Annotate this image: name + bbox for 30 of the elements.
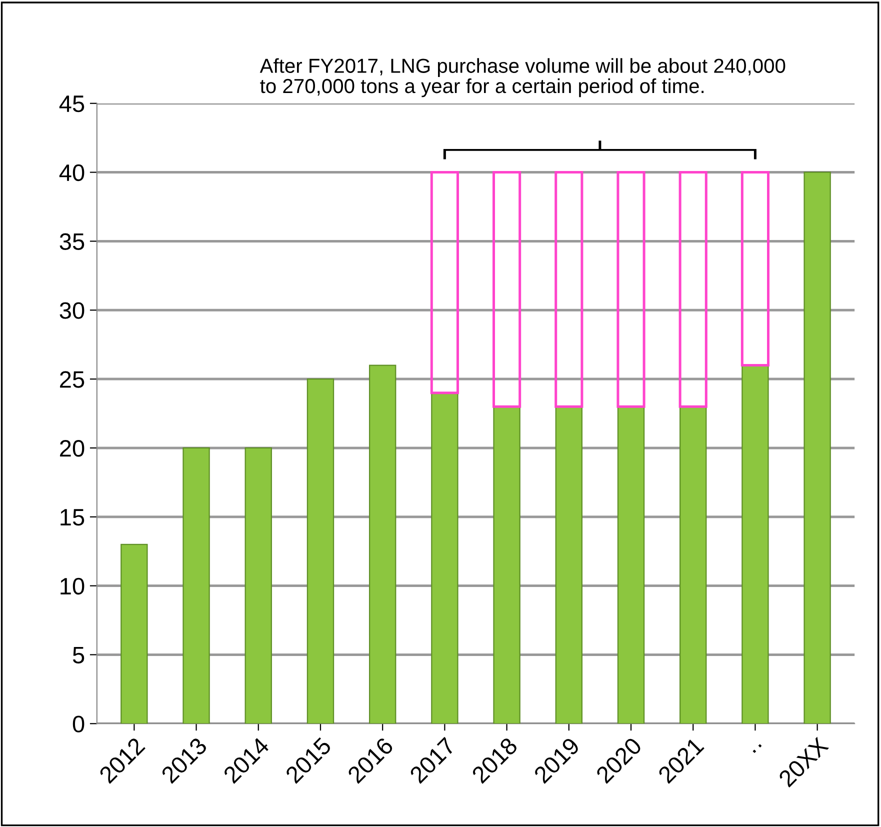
bar [492, 171, 522, 408]
x-tick-label: ·· [752, 744, 762, 754]
y-tick-label: 0 [72, 716, 84, 732]
y-tick-label: 40 [59, 164, 84, 182]
bar [742, 364, 769, 724]
bar [431, 392, 458, 724]
bar [555, 406, 582, 724]
bar [493, 406, 520, 724]
bar [182, 447, 210, 724]
y-tick-label: 30 [60, 302, 84, 319]
bar [678, 171, 708, 408]
text: After FY2017, LNG purchase volume will be about 240,000 to 270,000 tons a year for a certain period of time. [260, 58, 786, 98]
y-tick-label: 20 [60, 440, 84, 457]
bar [244, 447, 272, 724]
bar [680, 406, 707, 724]
bar [306, 378, 334, 724]
bar [554, 171, 584, 408]
y-tick-label: 5 [72, 647, 84, 664]
bar [617, 406, 645, 724]
bar [430, 171, 459, 394]
y-tick-label: 10 [60, 578, 84, 595]
y-tick-label: 45 [59, 96, 84, 112]
y-tick-label: 15 [60, 509, 84, 526]
bar [120, 544, 148, 724]
y-tick-label: 35 [60, 233, 84, 250]
bar [740, 171, 770, 367]
y-tick-label: 25 [60, 371, 84, 388]
bar [368, 364, 396, 724]
bar [804, 172, 831, 724]
bar [616, 171, 646, 408]
